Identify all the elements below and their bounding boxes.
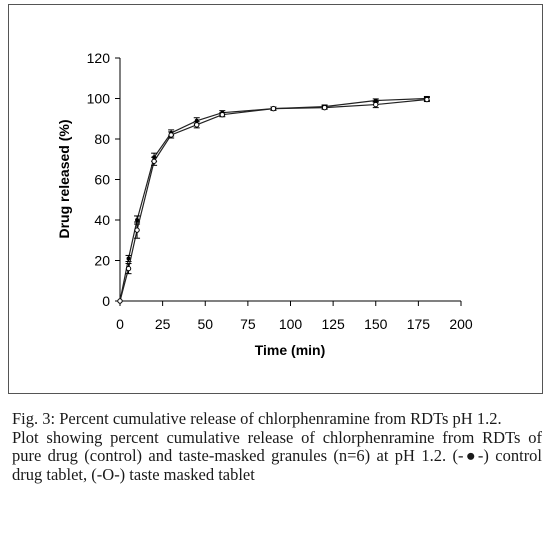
x-tick-label: 100	[279, 316, 303, 332]
x-tick-label: 50	[197, 316, 213, 332]
figure-frame	[8, 4, 543, 394]
y-axis-title: Drug released (%)	[56, 119, 72, 238]
y-tick-label: 120	[87, 50, 111, 66]
y-tick-label: 0	[102, 293, 110, 309]
release-chart: 0 20 40 60 80 100 120 0 25 50 75 100 125 150 175 200 Ti…	[56, 50, 473, 358]
data-point	[135, 218, 140, 222]
data-point	[270, 105, 277, 112]
figure-caption: Fig. 3: Percent cumulative release of ch…	[12, 409, 543, 485]
caption-description: Plot showing percent cumulative release …	[12, 427, 543, 485]
data-point	[321, 104, 328, 111]
y-tick-label: 60	[94, 172, 110, 188]
data-point	[134, 227, 140, 233]
data-point	[373, 101, 379, 108]
data-point	[126, 256, 131, 261]
data-point	[168, 132, 174, 138]
filled-circle-marker-symbol: ●	[463, 446, 478, 465]
x-tick-label: 75	[240, 316, 256, 332]
series-control-drug-tablet	[118, 95, 430, 303]
data-point	[151, 158, 157, 164]
x-tick-label: 125	[321, 316, 345, 332]
x-tick-label: 175	[407, 316, 431, 332]
data-point	[194, 122, 200, 128]
series-line	[119, 97, 427, 302]
y-tick-label: 40	[94, 212, 110, 228]
data-point	[125, 265, 132, 272]
caption-text-part-2: -) control drug tablet, (-	[12, 446, 543, 484]
caption-text-part-3: -) taste masked tablet	[114, 464, 255, 484]
x-tick-label: 200	[449, 316, 473, 332]
chart-axes: 0 20 40 60 80 100 120 0 25 50 75 100 125 150 175 200	[87, 50, 473, 332]
x-tick-label: 150	[364, 316, 388, 332]
caption-title: Fig. 3: Percent cumulative release of ch…	[12, 409, 502, 428]
caption-text-part-1: Plot showing percent cumulative release …	[12, 427, 542, 465]
data-point	[117, 298, 123, 304]
chart-plot-area	[117, 95, 430, 304]
y-tick-label: 20	[94, 253, 110, 269]
y-tick-label: 100	[87, 91, 111, 107]
x-tick-label: 0	[116, 316, 124, 332]
series-taste-masked-tablet	[117, 96, 430, 304]
y-tick-label: 80	[94, 131, 110, 147]
x-tick-label: 25	[155, 316, 171, 332]
data-point	[424, 96, 430, 103]
x-axis-title: Time (min)	[255, 342, 326, 358]
open-circle-marker-symbol: O	[102, 464, 115, 484]
data-point	[219, 112, 226, 118]
series-line	[119, 98, 427, 302]
